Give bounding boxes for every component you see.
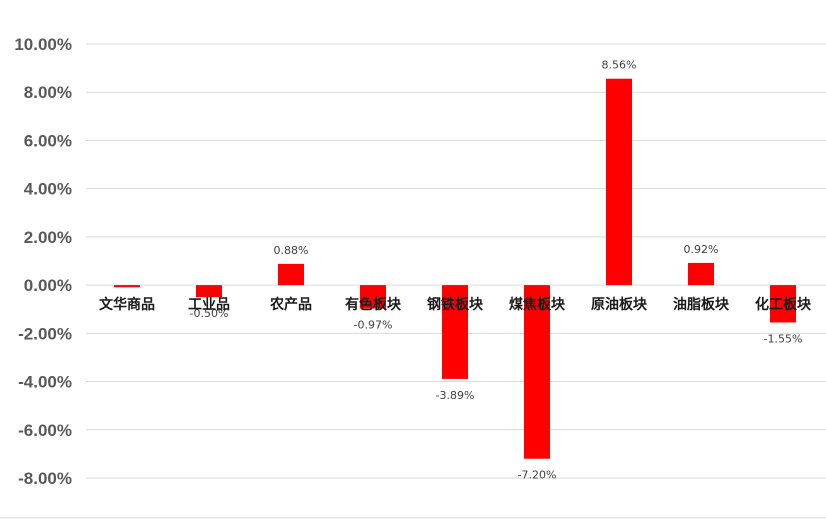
bars bbox=[114, 78, 796, 459]
x-tick-label: 煤焦板块 bbox=[509, 296, 566, 313]
y-tick-label: -6.00% bbox=[18, 421, 72, 440]
data-label: 0.92% bbox=[684, 243, 719, 256]
data-label: -3.89% bbox=[436, 389, 475, 402]
x-tick-label: 农产品 bbox=[269, 296, 312, 313]
y-tick-label: -2.00% bbox=[18, 324, 72, 343]
bar bbox=[114, 285, 140, 288]
y-tick-label: -8.00% bbox=[18, 469, 72, 488]
x-tick-label: 工业品 bbox=[188, 297, 230, 313]
x-tick-label: 油脂板块 bbox=[673, 296, 730, 313]
x-tick-label: 有色板块 bbox=[345, 296, 402, 313]
data-labels: -0.50% 0.88% -0.97% -3.89% -7.20% 8.56% 0.92% -… bbox=[190, 59, 803, 482]
y-tick-label: 2.00% bbox=[24, 228, 72, 247]
x-tick-label: 化工板块 bbox=[755, 296, 812, 313]
data-label: -7.20% bbox=[518, 469, 557, 482]
bar bbox=[442, 285, 468, 379]
bar bbox=[770, 285, 796, 323]
data-label: -0.97% bbox=[354, 318, 393, 331]
x-tick-label: 钢铁板块 bbox=[427, 296, 484, 313]
x-axis-tick-labels: 文华商品 工业品 农产品 有色板块 钢铁板块 煤焦板块 原油板块 油脂板块 化工板块 bbox=[99, 296, 812, 313]
y-tick-label: 4.00% bbox=[24, 180, 72, 199]
y-tick-label: 10.00% bbox=[14, 35, 72, 54]
x-tick-label: 原油板块 bbox=[591, 296, 648, 313]
bar bbox=[360, 285, 386, 309]
bar bbox=[196, 285, 222, 298]
data-label: -0.50% bbox=[190, 307, 229, 320]
bar bbox=[278, 263, 304, 286]
y-tick-label: -4.00% bbox=[18, 373, 72, 392]
bar bbox=[606, 78, 632, 286]
y-tick-label: 8.00% bbox=[24, 83, 72, 102]
data-label: 8.56% bbox=[602, 59, 637, 72]
y-tick-label: 6.00% bbox=[24, 131, 72, 150]
y-tick-label: 0.00% bbox=[24, 276, 72, 295]
data-label: 0.88% bbox=[274, 244, 309, 257]
y-axis-tick-labels: 10.00% 8.00% 6.00% 4.00% 2.00% 0.00% -2.00% -4.… bbox=[14, 35, 72, 488]
bar bbox=[688, 262, 714, 286]
data-label: -1.55% bbox=[764, 332, 803, 345]
bar bbox=[524, 285, 550, 459]
x-tick-label: 文华商品 bbox=[99, 296, 155, 313]
